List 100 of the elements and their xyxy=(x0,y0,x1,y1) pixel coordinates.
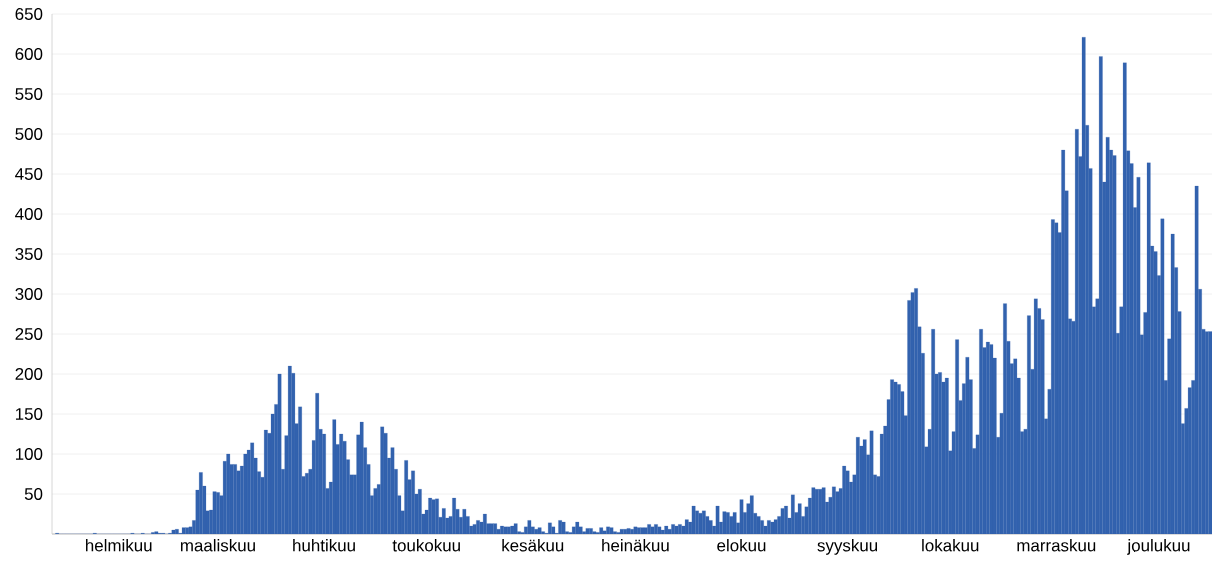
bar xyxy=(435,498,439,534)
bar xyxy=(1136,177,1141,534)
bar xyxy=(1105,137,1110,534)
bar xyxy=(493,523,497,534)
y-tick-label: 350 xyxy=(15,248,43,260)
y-tick-label: 650 xyxy=(15,8,43,20)
bar xyxy=(660,529,665,534)
bar xyxy=(548,522,552,534)
bar xyxy=(691,505,696,534)
y-tick-label: 250 xyxy=(15,328,43,340)
y-tick-label: 50 xyxy=(24,488,43,500)
bar xyxy=(797,503,802,534)
bar xyxy=(431,499,436,534)
bar xyxy=(609,527,614,534)
bar xyxy=(856,437,860,534)
bar xyxy=(599,527,604,534)
y-tick-label: 500 xyxy=(15,128,43,140)
bar xyxy=(749,495,754,534)
bar xyxy=(756,516,761,534)
y-tick-label: 400 xyxy=(15,208,43,220)
bar xyxy=(702,510,706,534)
bar xyxy=(633,526,638,534)
bar xyxy=(1170,233,1175,534)
bar xyxy=(606,526,610,534)
bar xyxy=(551,526,556,534)
bar xyxy=(483,513,487,534)
bar xyxy=(1122,62,1127,534)
bar xyxy=(1194,185,1199,534)
bar xyxy=(592,531,597,534)
bar xyxy=(510,525,515,534)
bar xyxy=(277,373,282,534)
bar xyxy=(513,523,518,534)
bar xyxy=(664,525,669,534)
x-tick-label: toukokuu xyxy=(392,539,460,552)
bar xyxy=(1098,56,1103,534)
bar xyxy=(298,406,302,534)
bar xyxy=(175,529,179,534)
bar xyxy=(404,460,408,534)
bar xyxy=(626,528,631,534)
bar xyxy=(462,509,467,534)
bar xyxy=(640,527,645,534)
x-tick-label: joulukuu xyxy=(1127,539,1190,555)
bar xyxy=(411,470,415,534)
x-tick-label: heinäkuu xyxy=(602,539,669,552)
bar xyxy=(715,505,720,534)
bar xyxy=(862,439,867,534)
x-tick-label: helmikuu xyxy=(86,539,152,552)
bar xyxy=(390,447,395,534)
bar xyxy=(288,365,292,534)
x-tick-label: marraskuu xyxy=(1017,539,1096,552)
bar xyxy=(732,512,737,534)
bar xyxy=(708,520,713,534)
bar xyxy=(643,527,648,534)
bar xyxy=(322,433,326,534)
bar xyxy=(575,521,580,534)
y-tick-label: 100 xyxy=(15,448,43,460)
bar xyxy=(185,527,189,534)
bar xyxy=(613,531,617,534)
bar xyxy=(726,512,730,534)
bar xyxy=(945,377,949,534)
bar xyxy=(441,508,446,534)
x-tick-label: syyskuu xyxy=(817,539,878,555)
bar xyxy=(561,521,566,534)
bar xyxy=(1027,315,1031,534)
bar xyxy=(1208,331,1213,534)
bar xyxy=(1146,162,1151,534)
bar xyxy=(507,526,511,534)
bar xyxy=(657,526,662,534)
bar xyxy=(585,528,590,534)
x-tick-label: elokuu xyxy=(717,539,766,552)
bar xyxy=(537,527,542,534)
bar xyxy=(472,524,477,534)
bar xyxy=(637,527,641,534)
bar xyxy=(869,430,874,534)
bar xyxy=(154,531,159,534)
bar xyxy=(332,419,337,534)
bar xyxy=(602,530,607,534)
bar xyxy=(181,527,186,534)
bar xyxy=(650,526,655,534)
x-tick-label: kesäkuu xyxy=(502,539,564,552)
bar xyxy=(698,513,703,534)
bar xyxy=(784,505,788,534)
bar xyxy=(452,497,456,534)
bar xyxy=(171,529,176,534)
bar xyxy=(418,489,422,534)
x-tick-label: huhtikuu xyxy=(293,539,355,552)
bar xyxy=(965,357,970,534)
bar xyxy=(541,531,545,534)
bar xyxy=(199,472,203,534)
bar xyxy=(760,520,764,534)
bar xyxy=(674,525,679,534)
bar xyxy=(739,499,744,534)
y-tick-label: 300 xyxy=(15,288,43,300)
bar xyxy=(684,519,689,534)
bar xyxy=(212,491,217,534)
bar xyxy=(250,442,254,534)
bar xyxy=(500,525,504,534)
bar xyxy=(780,508,785,534)
y-tick-label: 150 xyxy=(15,408,43,420)
bar xyxy=(226,453,231,534)
